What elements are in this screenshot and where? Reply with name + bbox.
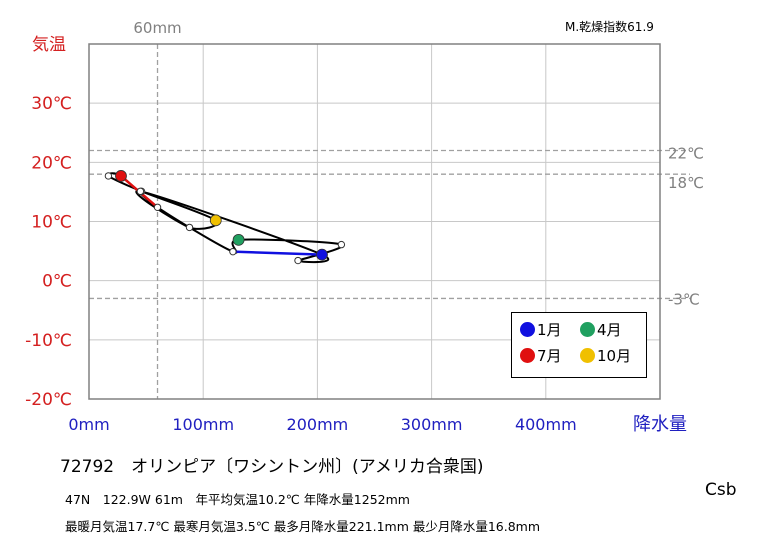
ref-label-temp: -3℃	[668, 290, 700, 308]
month-point	[294, 256, 302, 265]
plot-frame	[88, 43, 661, 400]
y-tick-label: -10℃	[25, 331, 72, 351]
y-tick-label: -20℃	[25, 390, 72, 410]
month-point	[229, 247, 237, 256]
station-summary-1: 47N 122.9W 61m 年平均気温10.2℃ 年降水量1252mm	[65, 492, 410, 507]
legend-item-jul: 7月	[520, 345, 562, 366]
ref-label-temp: 22℃	[668, 145, 704, 163]
station-summary-2: 最暖月気温17.7℃ 最寒月気温3.5℃ 最多月降水量221.1mm 最少月降水…	[65, 519, 541, 534]
month-point	[337, 240, 346, 249]
ref-label-60mm: 60mm	[133, 19, 181, 37]
ref-label-temp: 18℃	[668, 174, 704, 192]
legend-dot-apr	[580, 322, 595, 337]
y-tick-label: 30℃	[31, 94, 72, 114]
y-tick-label: 0℃	[42, 272, 72, 292]
legend-label-apr: 4月	[597, 321, 622, 339]
legend-item-oct: 10月	[580, 345, 631, 366]
legend-dot-oct	[580, 348, 595, 363]
legend-item-jan: 1月	[520, 319, 562, 340]
month-point-1月	[316, 248, 328, 261]
month-point	[136, 187, 145, 196]
x-tick-label: 200mm	[287, 415, 349, 434]
legend-item-apr: 4月	[580, 319, 622, 340]
climate-loop	[106, 172, 344, 264]
legend-label-jan: 1月	[537, 321, 562, 339]
month-point	[104, 172, 113, 180]
month-point-7月	[115, 170, 127, 182]
x-tick-label: 0mm	[68, 415, 109, 434]
aridity-index: M.乾燥指数61.9	[565, 20, 654, 34]
x-tick-label: 100mm	[172, 415, 234, 434]
climate-class: Csb	[705, 480, 737, 500]
x-tick-label: 300mm	[401, 415, 463, 434]
station-name: 72792 オリンピア〔ワシントン州〕(アメリカ合衆国)	[60, 457, 484, 477]
month-point-10月	[209, 214, 222, 227]
legend-dot-jan	[520, 322, 535, 337]
segment-jan	[232, 250, 323, 256]
month-point	[153, 203, 162, 212]
month-point-4月	[232, 233, 245, 246]
legend-label-oct: 10月	[597, 347, 632, 365]
x-tick-label: 400mm	[515, 415, 577, 434]
x-axis-label: 降水量	[633, 414, 687, 435]
y-axis-label: 気温	[32, 35, 66, 55]
legend-label-jul: 7月	[537, 347, 562, 365]
legend: 1月 4月 7月 10月	[511, 312, 647, 378]
y-tick-label: 20℃	[31, 153, 72, 173]
legend-dot-jul	[520, 348, 535, 363]
month-point	[185, 223, 194, 232]
y-tick-label: 10℃	[31, 213, 72, 233]
